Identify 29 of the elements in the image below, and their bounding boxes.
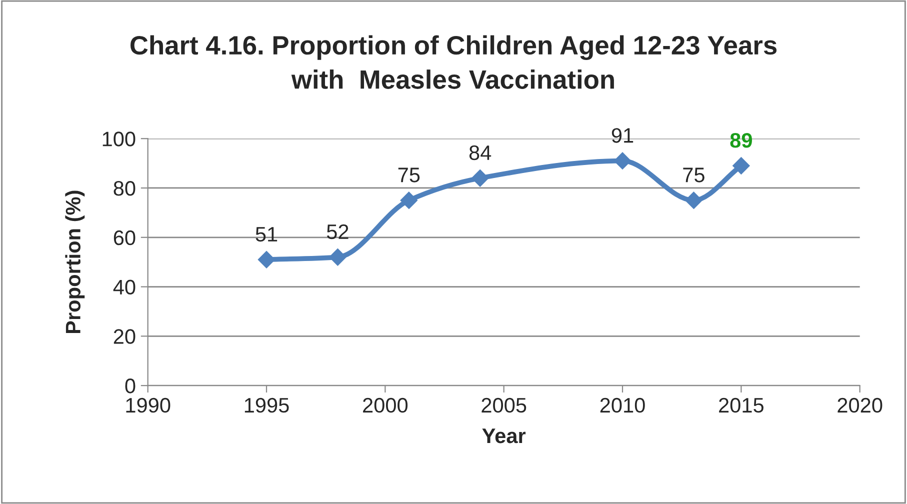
data-label: 84 [469,145,492,160]
data-label: 91 [612,128,634,143]
y-tick-label: 100 [102,132,136,146]
data-label: 51 [256,227,278,242]
point [685,192,702,209]
y-tick-label: 20 [114,329,136,344]
x-axis-title: Year [482,428,526,444]
point [472,170,489,187]
point [400,192,418,209]
x-tick-label: 2020 [838,398,882,413]
data-label: 52 [326,224,348,240]
point [732,157,750,174]
point [329,248,346,266]
data-label: 75 [683,168,704,182]
x-tick-label: 2010 [600,398,645,413]
y-tick-label: 40 [113,280,136,295]
x-tick-label: 1990 [126,398,170,413]
x-tick-label: 2000 [363,398,408,413]
y-tick-label: 60 [114,230,136,246]
x-tick-label: 2005 [482,398,526,413]
y-axis-title: Proportion (%) [65,190,85,334]
annotation: 89 [730,133,752,148]
point [258,251,276,268]
x-tick-label: 1995 [244,398,289,413]
x-tick-label: 2015 [719,398,764,413]
data-label: 75 [398,168,420,182]
chart-title: Chart 4.16. Proportion of Children Aged 12-23 Years with Measles Vaccination [130,35,777,89]
y-tick-label: 0 [125,378,136,394]
y-tick-label: 80 [114,180,136,196]
